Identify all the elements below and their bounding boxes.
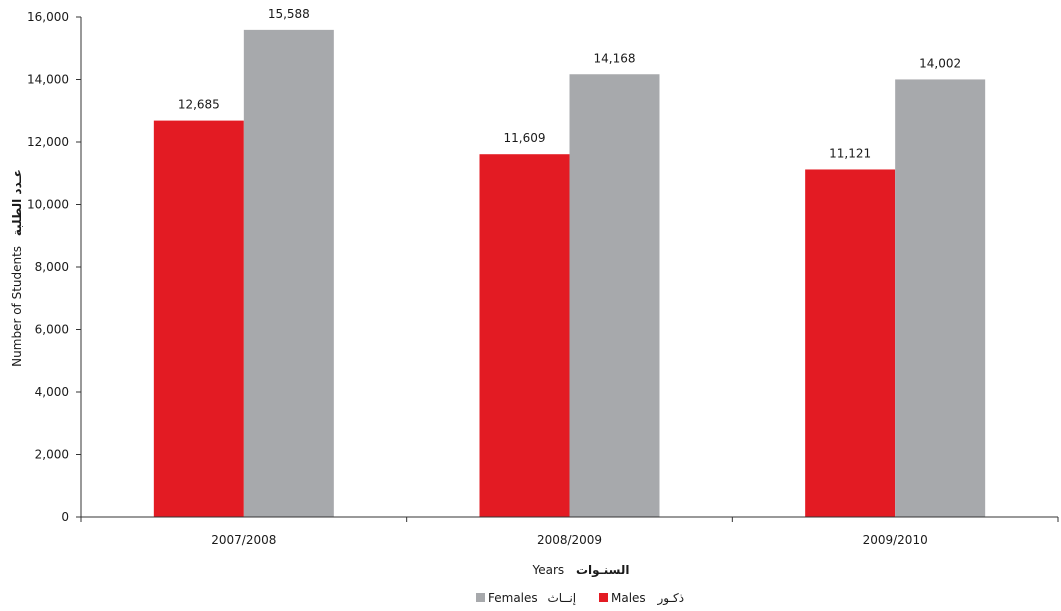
bar-males-2008-2009 bbox=[479, 154, 570, 517]
x-tick-label: 2007/2008 bbox=[211, 533, 276, 547]
y-tick-label: 0 bbox=[61, 510, 69, 524]
y-tick-label: 10,000 bbox=[27, 198, 69, 212]
data-labels-layer: 12,685 15,588 11,609 14,168 11,121 14,002 bbox=[178, 7, 961, 161]
bar-males-2007-2008 bbox=[153, 120, 244, 517]
bar-females-2007-2008 bbox=[243, 29, 334, 517]
y-tick-label: 2,000 bbox=[35, 448, 69, 462]
y-tick-label: 14,000 bbox=[27, 73, 69, 87]
bars-layer bbox=[153, 29, 986, 517]
x-tick-label: 2009/2010 bbox=[863, 533, 928, 547]
y-tick-label: 8,000 bbox=[35, 260, 69, 274]
y-tick-label: 16,000 bbox=[27, 10, 69, 24]
legend-swatch-males bbox=[599, 593, 608, 602]
bar-males-2009-2010 bbox=[805, 169, 896, 517]
legend-label-females-ar: إنــاث bbox=[547, 591, 576, 605]
x-tick-label: 2008/2009 bbox=[537, 533, 602, 547]
legend: Females إنــاث Males ذكـور bbox=[476, 591, 684, 606]
legend-label-males-ar: ذكـور bbox=[657, 591, 685, 606]
y-axis-title: Number of Students عـدد الطلبة bbox=[10, 169, 24, 367]
y-tick-label: 12,000 bbox=[27, 135, 69, 149]
axes-layer: 0 2,000 4,000 6,000 8,000 10,000 12,000 14,000 1… bbox=[27, 10, 1059, 547]
legend-item-females: Females إنــاث bbox=[476, 591, 576, 605]
legend-label-males: Males bbox=[611, 591, 646, 605]
svg-text:Females إنــاث: Females إنــاث bbox=[488, 591, 576, 605]
y-tick-label: 6,000 bbox=[35, 323, 69, 337]
data-label-females-2009-2010: 14,002 bbox=[919, 56, 961, 70]
bar-females-2009-2010 bbox=[895, 79, 986, 517]
x-axis-title-en: Years bbox=[531, 563, 564, 577]
data-label-males-2008-2009: 11,609 bbox=[504, 131, 546, 145]
svg-text:Males ذكـور: Males ذكـور bbox=[611, 591, 684, 606]
x-axis-title: Years السنـوات bbox=[531, 563, 629, 578]
y-tick-label: 4,000 bbox=[35, 385, 69, 399]
x-axis-title-ar: السنـوات bbox=[576, 563, 630, 578]
legend-label-females: Females bbox=[488, 591, 538, 605]
data-label-females-2007-2008: 15,588 bbox=[268, 7, 310, 21]
bar-females-2008-2009 bbox=[569, 74, 660, 517]
data-label-males-2007-2008: 12,685 bbox=[178, 98, 220, 112]
legend-item-males: Males ذكـور bbox=[599, 591, 684, 606]
y-axis-title-ar: عـدد الطلبة bbox=[10, 169, 24, 236]
legend-swatch-females bbox=[476, 593, 485, 602]
data-label-males-2009-2010: 11,121 bbox=[829, 146, 871, 160]
y-axis-title-en: Number of Students bbox=[10, 246, 24, 367]
data-label-females-2008-2009: 14,168 bbox=[594, 51, 636, 65]
